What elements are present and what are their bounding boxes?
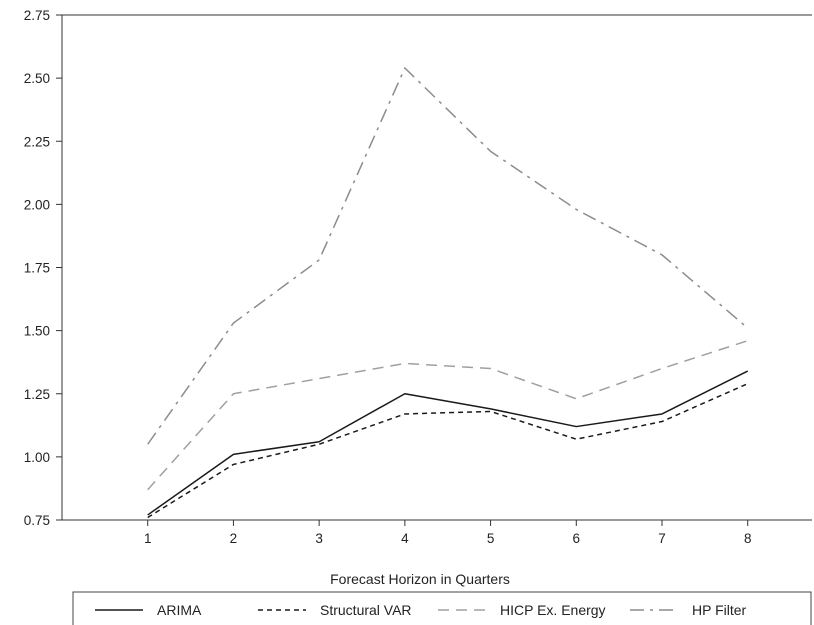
legend-box	[72, 591, 812, 625]
series-line-hicp-ex-energy	[147, 340, 748, 491]
x-tick-label: 5	[487, 531, 495, 546]
series-line-arima	[147, 370, 749, 516]
legend-label-hp-filter: HP Filter	[692, 602, 747, 618]
y-tick-label: 2.50	[24, 71, 50, 86]
series-line-hp-filter	[147, 67, 749, 445]
legend-label-hicp-ex-energy: HICP Ex. Energy	[500, 602, 606, 618]
y-tick-label: 0.75	[24, 513, 50, 528]
y-tick-label: 2.25	[24, 134, 50, 149]
y-tick-label: 2.00	[24, 197, 50, 212]
legend: ARIMA Structural VAR HICP Ex. Energy HP Fil…	[72, 591, 812, 625]
y-tick-label: 1.50	[24, 324, 50, 339]
x-tick-label: 1	[144, 531, 152, 546]
x-tick-label: 3	[315, 531, 323, 546]
legend-label-arima: ARIMA	[157, 602, 202, 618]
series-line-structural-var	[147, 382, 749, 519]
x-tick-label: 8	[744, 531, 752, 546]
x-tick-label: 2	[230, 531, 238, 546]
plot-area	[61, 14, 812, 521]
x-tick-label: 6	[573, 531, 581, 546]
x-tick-label: 7	[658, 531, 666, 546]
y-tick-label: 1.00	[24, 450, 50, 465]
y-axis: 0.75 1.00 1.25 1.50 1.75 2.00 2.25 2.50 2.75	[24, 8, 62, 528]
x-axis-title: Forecast Horizon in Quarters	[330, 571, 510, 587]
x-tick-label: 4	[401, 531, 409, 546]
x-axis: 1 2 3 4 5 6 7 8	[144, 520, 752, 546]
y-tick-label: 1.25	[24, 387, 50, 402]
legend-label-structural-var: Structural VAR	[320, 602, 412, 618]
series-lines	[147, 67, 749, 519]
y-tick-label: 2.75	[24, 8, 50, 23]
y-tick-label: 1.75	[24, 261, 50, 276]
